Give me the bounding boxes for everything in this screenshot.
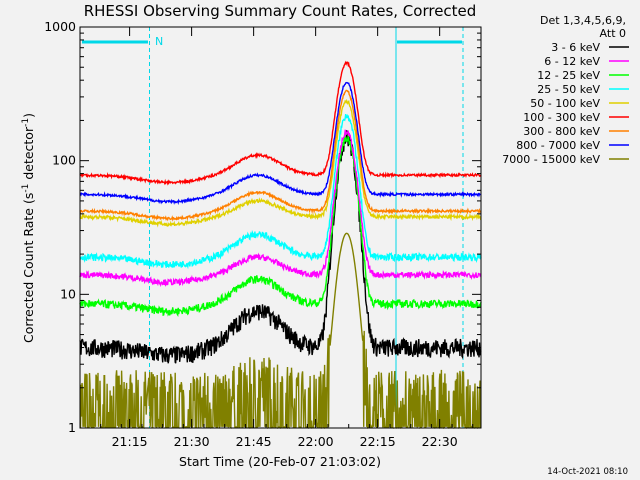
flag-label: N bbox=[155, 35, 163, 48]
legend-label: 6 - 12 keV bbox=[544, 55, 600, 68]
x-axis-label: Start Time (20-Feb-07 21:03:02) bbox=[179, 454, 381, 469]
series-line-25-50keV bbox=[79, 113, 482, 270]
series-line-6-12keV bbox=[79, 129, 482, 288]
legend-label: 3 - 6 keV bbox=[551, 41, 600, 54]
legend-label: 25 - 50 keV bbox=[537, 83, 600, 96]
legend-label: 7000 - 15000 keV bbox=[502, 153, 600, 166]
y-axis-label: Corrected Count Rate (s-1 detector-1) bbox=[21, 113, 36, 343]
series-line-3-6keV bbox=[79, 130, 482, 364]
plot-area: N bbox=[79, 27, 482, 430]
series-line-7000-15000keV bbox=[79, 232, 482, 430]
series-line-300-800keV bbox=[79, 89, 481, 222]
y-tick-label: 100 bbox=[52, 153, 76, 168]
legend-label: 12 - 25 keV bbox=[537, 69, 600, 82]
legend-label: 100 - 300 keV bbox=[523, 111, 600, 124]
x-tick-label: 22:15 bbox=[360, 434, 396, 449]
x-axis: 21:15 21:30 21:45 22:00 22:15 22:30 bbox=[79, 27, 474, 449]
legend-header-1: Det 1,3,4,5,6,9, bbox=[540, 14, 626, 27]
y-tick-label: 10 bbox=[60, 286, 76, 301]
chart-title: RHESSI Observing Summary Count Rates, Co… bbox=[84, 2, 477, 20]
series-line-100-300keV bbox=[79, 60, 482, 186]
x-tick-label: 22:30 bbox=[422, 434, 458, 449]
legend-label: 300 - 800 keV bbox=[523, 125, 600, 138]
y-axis: 1 10 100 1000 bbox=[44, 19, 481, 435]
y-tick-label: 1 bbox=[68, 420, 76, 435]
x-tick-label: 21:15 bbox=[112, 434, 148, 449]
x-tick-label: 22:00 bbox=[298, 434, 334, 449]
footer-timestamp: 14-Oct-2021 08:10 bbox=[547, 467, 628, 477]
series-line-800-7000keV bbox=[79, 81, 481, 206]
legend-label: 800 - 7000 keV bbox=[516, 139, 600, 152]
legend-header-2: Att 0 bbox=[600, 27, 626, 40]
series-line-12-25keV bbox=[79, 135, 482, 317]
y-tick-label: 1000 bbox=[44, 19, 76, 34]
plot-frame bbox=[79, 26, 482, 429]
legend-label: 50 - 100 keV bbox=[530, 97, 600, 110]
x-tick-label: 21:30 bbox=[174, 434, 210, 449]
x-tick-label: 21:45 bbox=[236, 434, 272, 449]
series-line-50-100keV bbox=[79, 98, 482, 228]
